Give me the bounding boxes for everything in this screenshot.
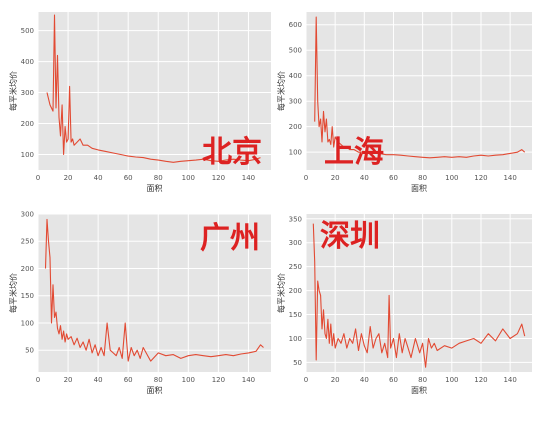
x-axis-label: 面积 [147,385,163,395]
y-tick-label: 250 [21,238,34,246]
x-tick-label: 140 [503,174,516,182]
y-tick-label: 100 [289,149,302,157]
city-label: 深圳 [320,219,380,254]
plot-background [306,214,532,372]
x-tick-label: 20 [331,174,340,182]
y-tick-label: 150 [21,292,34,300]
y-tick-label: 600 [289,21,302,29]
y-tick-label: 50 [25,347,34,355]
y-axis-label: 每平米均价 [276,71,286,111]
x-tick-label: 120 [212,376,225,384]
series-line [312,223,526,368]
x-tick-label: 20 [331,376,340,384]
x-tick-label: 40 [360,376,369,384]
y-tick-label: 300 [289,239,302,247]
series-line [314,16,526,159]
y-tick-label: 250 [289,263,302,271]
y-tick-label: 100 [21,319,34,327]
city-label: 广州 [200,221,260,256]
plot-background [306,12,532,170]
x-axis-label: 面积 [147,183,163,193]
plot-background [38,214,271,372]
x-tick-label: 20 [64,174,73,182]
y-tick-label: 200 [289,287,302,295]
y-tick-label: 350 [289,215,302,223]
chart-panel-3: 0 20 40 60 80 100 120 140 50 100 150 200 250 300 面积 每平米… [8,211,271,395]
x-tick-label: 80 [154,174,163,182]
y-tick-label: 150 [289,311,302,319]
x-tick-label: 60 [389,376,398,384]
y-tick-label: 100 [21,151,34,159]
x-tick-label: 60 [124,376,133,384]
y-tick-label: 500 [21,27,34,35]
chart-panel-2: 0 20 40 60 80 100 120 140 100 200 300 400 500 600 面积 每平… [276,12,532,193]
y-axis-label: 每平米均价 [8,71,18,111]
y-axis-label: 每平米均价 [276,273,286,313]
x-tick-label: 0 [304,174,308,182]
y-tick-label: 400 [289,72,302,80]
x-tick-label: 60 [124,174,133,182]
x-tick-label: 80 [154,376,163,384]
x-tick-label: 140 [503,376,516,384]
y-tick-label: 100 [289,335,302,343]
x-tick-label: 100 [445,174,458,182]
city-label: 北京 [202,135,262,170]
y-tick-label: 400 [21,58,34,66]
chart-panel-1: 0 20 40 60 80 100 120 140 100 200 300 400 500 面积 每平米均价… [8,12,271,193]
x-tick-label: 100 [182,174,195,182]
y-tick-label: 200 [21,265,34,273]
y-tick-label: 200 [289,123,302,131]
series-line [44,218,264,362]
x-axis-label: 面积 [411,385,427,395]
x-tick-label: 40 [94,376,103,384]
y-tick-label: 300 [289,98,302,106]
chart-panel-4: 0 20 40 60 80 100 120 140 50 100 150 200 250 300 350 面积… [276,214,532,395]
x-axis-label: 面积 [411,183,427,193]
x-tick-label: 80 [418,174,427,182]
y-tick-label: 500 [289,47,302,55]
y-tick-label: 200 [21,120,34,128]
x-tick-label: 40 [94,174,103,182]
x-tick-label: 100 [182,376,195,384]
x-tick-label: 120 [474,174,487,182]
x-tick-label: 60 [389,174,398,182]
x-tick-label: 40 [360,174,369,182]
y-tick-label: 300 [21,211,34,219]
x-tick-label: 140 [242,174,255,182]
city-label: 上海 [324,135,384,170]
x-tick-label: 140 [242,376,255,384]
plot-background [38,12,271,170]
x-tick-label: 0 [36,376,40,384]
y-axis-label: 每平米均价 [8,273,18,313]
x-tick-label: 120 [212,174,225,182]
x-tick-label: 0 [36,174,40,182]
y-tick-label: 300 [21,89,34,97]
x-tick-label: 120 [474,376,487,384]
series-line [46,14,261,163]
y-tick-label: 50 [293,359,302,367]
x-tick-label: 20 [64,376,73,384]
x-tick-label: 0 [304,376,308,384]
x-tick-label: 100 [445,376,458,384]
x-tick-label: 80 [418,376,427,384]
